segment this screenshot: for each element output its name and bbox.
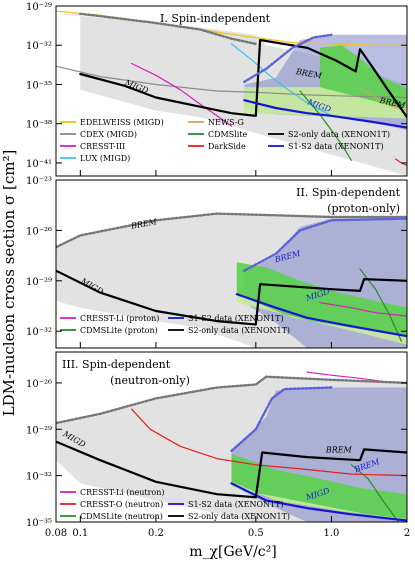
legend-p1: EDELWEISS (MIGD) CDEX (MIGD) CRESST-III LUX… <box>60 118 390 163</box>
series-s2-only-data-xenon1t- <box>56 440 407 499</box>
series-cresst-o-neutron- <box>131 408 407 477</box>
y-tick-label: 10⁻³² <box>26 41 52 52</box>
panel-title: III. Spin-dependent <box>62 358 171 371</box>
y-tick-label: 10⁻⁴¹ <box>26 159 52 170</box>
panel-title: II. Spin-dependent <box>296 186 400 199</box>
region-xenon-green-band <box>231 454 407 519</box>
series-s2-only-data-xenon1t- <box>79 38 407 119</box>
y-tick-label: 10⁻²⁶ <box>26 226 52 237</box>
region-xenon-light-green <box>236 294 407 345</box>
legend-label: S2-only data (XENON1T) <box>188 512 290 521</box>
legend-label: CDMSlite <box>208 130 248 139</box>
series-grey-upper-boundary <box>56 375 407 425</box>
x-tick-label: 0.1 <box>72 528 88 539</box>
series-blue-upper-boundary <box>230 386 333 453</box>
legend-label: CRESST-O (neutron) <box>80 500 163 509</box>
legend-label: CDMSLite (proton) <box>80 326 158 335</box>
legend-label: CRESST-Li (proton) <box>80 314 159 323</box>
y-tick-label: 10⁻³² <box>26 327 52 338</box>
series-cresst-iii <box>131 62 233 127</box>
x-tick-label: 0.2 <box>148 528 164 539</box>
series-cresst-li-neutron- <box>306 371 384 382</box>
legend-label: DarkSide <box>208 142 246 151</box>
region-xenon-green-band <box>236 262 407 337</box>
y-axis-label: LDM-nucleon cross section σ [cm²] <box>0 150 18 417</box>
x-axis-label: m_χ[GeV/c²] <box>189 544 276 560</box>
series-s1-s2-data-xenon1t- <box>235 293 407 338</box>
x-tick-label: 2 <box>404 528 410 539</box>
legend-label: S2-only data (XENON1T) <box>188 326 290 335</box>
series-s1-s2-data-xenon1t- <box>243 99 407 129</box>
y-tick-label: 10⁻²³ <box>26 176 52 187</box>
panel-frame <box>55 179 408 349</box>
x-tick-label: 1.0 <box>323 528 339 539</box>
panel-frame <box>55 5 408 177</box>
series-grey-upper-boundary <box>56 212 407 249</box>
legend-label: S1-S2 data (XENON1T) <box>188 500 284 509</box>
legend-p2: CRESST-Li (proton) CDMSLite (proton) S1-S2… <box>60 314 290 335</box>
legend-label: LUX (MIGD) <box>80 154 130 163</box>
y-tick-label: 10⁻²⁶ <box>26 379 52 390</box>
panel-subtitle: (neutron-only) <box>110 374 190 387</box>
x-tick-label: 0.5 <box>248 528 264 539</box>
y-tick-label: 10⁻³⁸ <box>26 120 52 131</box>
panel-frame <box>55 351 408 523</box>
annotation-label: BREM <box>325 445 353 454</box>
y-tick-label: 10⁻³⁵ <box>26 80 52 91</box>
legend-label: S1-S2 data (XENON1T) <box>288 142 384 151</box>
series-cdmslite-neutron- <box>350 464 400 522</box>
series-grey-upper-boundary <box>79 12 258 46</box>
panel-subtitle: (proton-only) <box>327 202 400 215</box>
legend-label: CDMSLite (neutron) <box>80 512 163 521</box>
series-news-g <box>359 87 407 112</box>
legend-label: CDEX (MIGD) <box>80 130 137 139</box>
legend-label: EDELWEISS (MIGD) <box>80 118 164 127</box>
y-tick-label: 10⁻²⁹ <box>26 277 52 288</box>
y-tick-label: 10⁻²⁹ <box>26 425 52 436</box>
region-excluded-grey <box>56 13 407 176</box>
region-xenon-green-band <box>319 45 407 107</box>
series-s2-only-data-xenon1t- <box>56 269 407 326</box>
series-cdmslite <box>299 90 352 161</box>
series-s1-s2-data-xenon1t- <box>230 482 407 522</box>
series-blue-upper-boundary <box>243 33 333 84</box>
x-tick-labels: 0.08 0.1 0.2 0.5 1.0 2 <box>45 528 410 539</box>
series-blue-upper-boundary <box>243 217 407 272</box>
legend-label: S2-only data (XENON1T) <box>288 130 390 139</box>
legend-label: S1-S2 data (XENON1T) <box>188 314 284 323</box>
series-cdex-migd- <box>56 65 407 99</box>
series-cresst-li-proton- <box>319 302 407 317</box>
x-tick-label: 0.08 <box>45 528 67 539</box>
y-tick-label: 10⁻³⁵ <box>26 518 52 529</box>
legend-p3: CRESST-Li (neutron) CRESST-O (neutron) CDM… <box>60 488 290 521</box>
y-tick-label: 10⁻³² <box>26 472 52 483</box>
legend-label: CRESST-III <box>80 142 125 151</box>
y-tick-label: 10⁻²⁹ <box>26 2 52 13</box>
panel-title: I. Spin-independent <box>160 12 271 25</box>
legend-label: CRESST-Li (neutron) <box>80 488 165 497</box>
legend-label: NEWS-G <box>208 118 244 127</box>
